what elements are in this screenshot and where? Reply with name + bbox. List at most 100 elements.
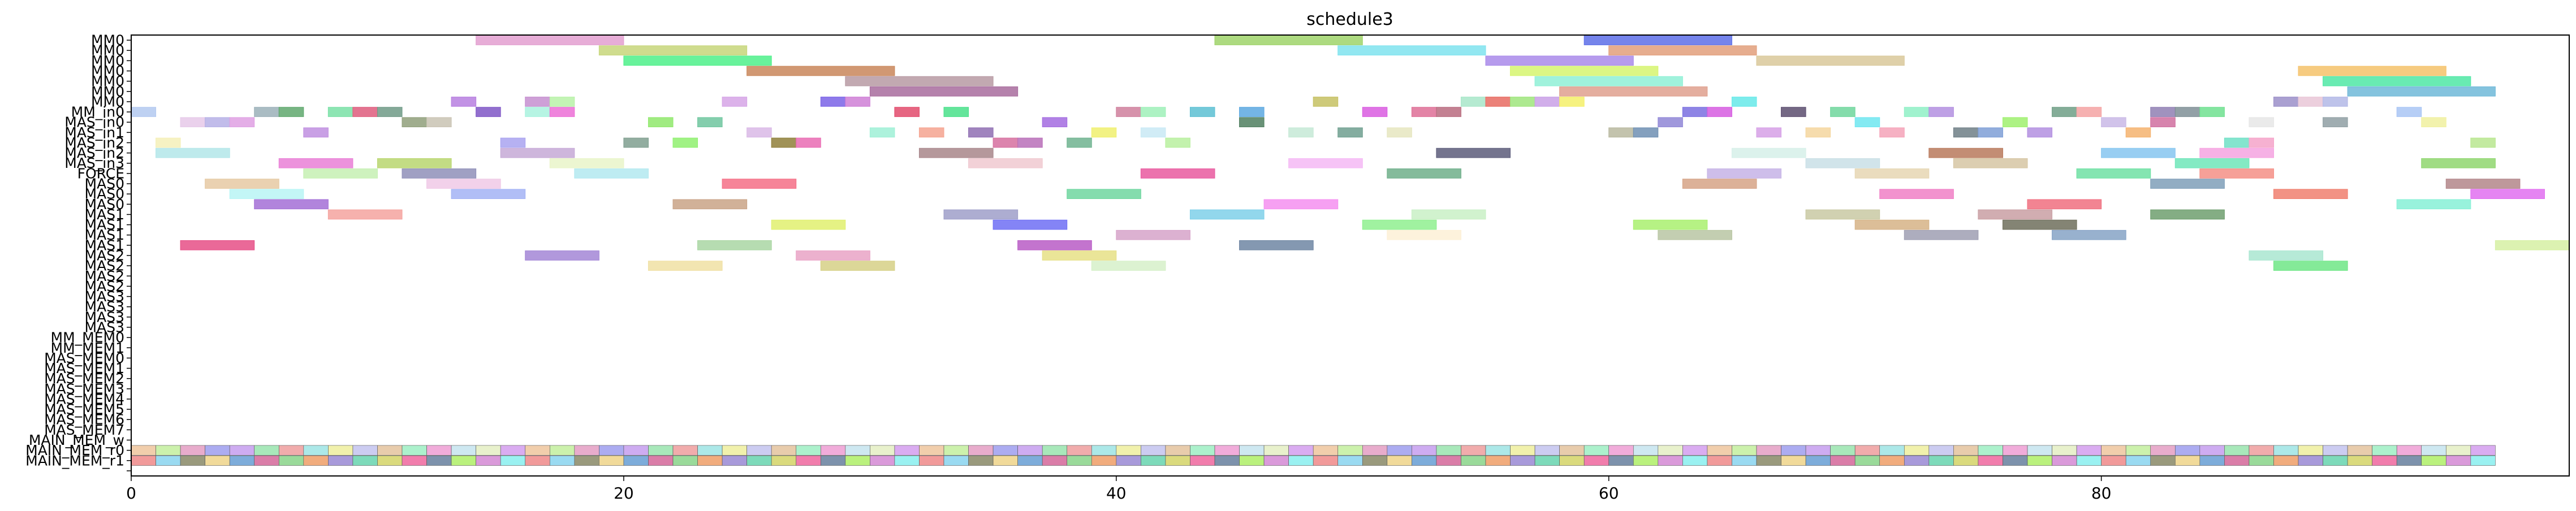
task-bar — [254, 199, 329, 210]
y-tick-label: MAS0 — [85, 196, 124, 213]
y-tick-label: MAS_MEM7 — [44, 422, 124, 438]
memory-block — [1904, 455, 1930, 466]
task-bar — [1879, 189, 1954, 200]
memory-block — [919, 455, 944, 466]
task-bar — [500, 137, 526, 148]
memory-block — [1190, 455, 1215, 466]
task-bar — [1731, 97, 1757, 107]
task-bar — [943, 107, 969, 117]
task-bar — [2150, 179, 2225, 189]
task-bar — [1411, 209, 1486, 220]
memory-block — [2199, 455, 2225, 466]
memory-block — [1239, 445, 1265, 456]
task-bar — [549, 97, 575, 107]
memory-block — [1116, 445, 1141, 456]
task-bar — [303, 127, 329, 138]
task-bar — [1608, 127, 1634, 138]
memory-block — [1239, 455, 1265, 466]
memory-block — [180, 445, 205, 456]
y-tick-label: MAS_in1 — [64, 124, 124, 141]
memory-block — [2273, 455, 2299, 466]
memory-block — [1412, 455, 1437, 466]
task-bar — [549, 107, 575, 117]
memory-block — [1165, 455, 1190, 466]
memory-block — [1904, 445, 1930, 456]
memory-block — [1633, 445, 1659, 456]
memory-block — [845, 445, 870, 456]
y-tick-label: MAS_in2 — [64, 145, 124, 161]
y-tick-label: MM0 — [91, 32, 124, 49]
memory-block — [2421, 455, 2446, 466]
task-bar — [1239, 117, 1265, 128]
memory-block — [1510, 455, 1535, 466]
memory-block — [2150, 455, 2176, 466]
memory-block — [1534, 445, 1560, 456]
task-bar — [254, 107, 279, 117]
task-bar — [747, 127, 772, 138]
task-bar — [722, 97, 748, 107]
task-bar — [771, 137, 797, 148]
memory-block — [722, 455, 747, 466]
memory-block — [1510, 445, 1535, 456]
y-tick-label: MAS_in0 — [64, 114, 124, 131]
task-bar — [451, 97, 477, 107]
task-bar — [2002, 219, 2077, 230]
memory-block — [574, 445, 599, 456]
task-bar — [1953, 158, 2028, 168]
memory-block — [1756, 455, 1781, 466]
memory-block — [1214, 455, 1240, 466]
y-tick-label: MAS2 — [85, 268, 124, 284]
memory-block — [1436, 445, 1461, 456]
task-bar — [1658, 229, 1732, 240]
memory-block — [2101, 445, 2126, 456]
memory-block — [1017, 445, 1043, 456]
task-bar — [1436, 107, 1461, 117]
y-tick-label: MAS_MEM6 — [44, 412, 124, 428]
memory-block — [1978, 445, 2003, 456]
task-bar — [2298, 66, 2446, 76]
y-tick-label: MAS1 — [85, 237, 124, 253]
task-bar — [1387, 127, 1412, 138]
memory-block — [1362, 455, 1388, 466]
task-bar — [2273, 97, 2299, 107]
memory-block — [525, 445, 550, 456]
task-bar — [1608, 45, 1757, 56]
memory-block — [1633, 455, 1659, 466]
memory-block — [328, 455, 353, 466]
memory-block — [919, 445, 944, 456]
task-bar — [1756, 55, 1905, 66]
task-bar — [1682, 107, 1708, 117]
task-bar — [796, 137, 821, 148]
memory-block — [402, 445, 427, 456]
y-tick-label: MAS2 — [85, 278, 124, 295]
memory-block — [180, 455, 205, 466]
memory-block — [2273, 445, 2299, 456]
memory-block — [525, 455, 550, 466]
task-bar — [1091, 127, 1117, 138]
task-bar — [2052, 107, 2077, 117]
memory-block — [2003, 445, 2028, 456]
task-bar — [2199, 168, 2274, 179]
memory-block — [1337, 455, 1363, 466]
memory-block — [2027, 445, 2052, 456]
memory-block — [2150, 445, 2176, 456]
task-bar — [820, 97, 846, 107]
memory-block — [697, 445, 723, 456]
task-bar — [918, 127, 944, 138]
memory-block — [2298, 455, 2323, 466]
memory-block — [2347, 455, 2372, 466]
memory-block — [1091, 445, 1117, 456]
y-tick-label: MM0 — [91, 93, 124, 110]
y-tick-label: MM0 — [91, 53, 124, 69]
x-axis: 0 20 40 60 80 — [126, 476, 2111, 503]
memory-block — [1805, 455, 1831, 466]
y-tick-label: MAS3 — [85, 288, 124, 305]
task-bar — [1116, 107, 1141, 117]
memory-block — [2224, 455, 2250, 466]
memory-block — [1830, 445, 1856, 456]
memory-block — [1682, 445, 1708, 456]
y-tick-label: MAS_MEM1 — [44, 360, 124, 376]
task-bar — [205, 117, 230, 128]
task-bar — [2150, 107, 2176, 117]
task-bar — [623, 55, 772, 66]
